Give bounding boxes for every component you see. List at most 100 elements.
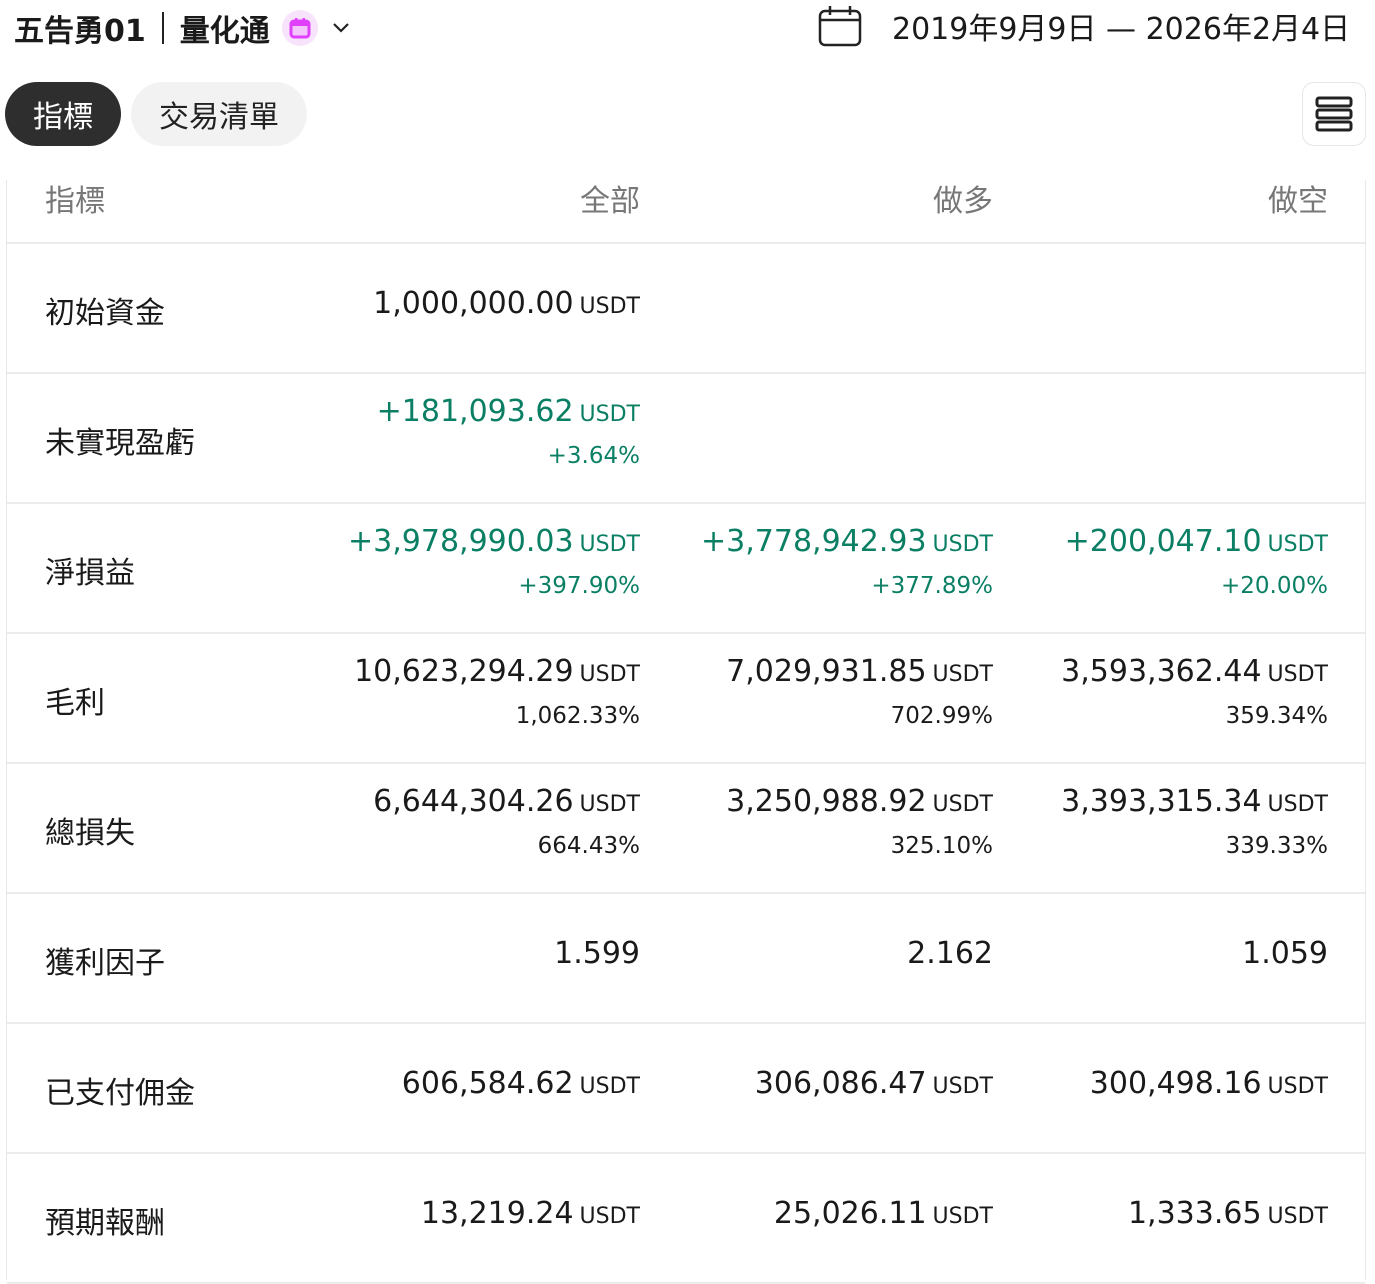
metric-value: 606,584.62 xyxy=(401,1066,574,1101)
metric-label: 未實現盈虧 xyxy=(45,426,195,461)
column-header-metric: 指標 xyxy=(45,184,105,219)
metric-value: 2.162 xyxy=(907,936,993,971)
table-row: 初始資金 1,000,000.00 USDT xyxy=(7,244,1365,374)
metric-value: 3,593,362.44 xyxy=(1061,654,1262,689)
unit-label: USDT xyxy=(579,792,640,817)
unit-label: USDT xyxy=(579,662,640,687)
unit-label: USDT xyxy=(1267,662,1328,687)
metric-percent: +3.64% xyxy=(547,443,640,469)
metric-value: 1.059 xyxy=(1242,936,1328,971)
unit-label: USDT xyxy=(932,532,993,557)
metric-cell: 25,026.11 USDT xyxy=(774,1196,993,1231)
metric-value: +181,093.62 xyxy=(376,394,574,429)
metric-cell: 306,086.47 USDT xyxy=(755,1066,993,1101)
table-row: 預期報酬 13,219.24 USDT 25,026.11 USDT 1,333.65 US… xyxy=(7,1154,1365,1284)
metric-cell: 3,593,362.44 USDT 359.34% xyxy=(1061,654,1328,729)
unit-label: USDT xyxy=(579,294,640,319)
metric-cell: 1.599 xyxy=(554,936,640,971)
table-row: 總損失 6,644,304.26 USDT 664.43% 3,250,988.92 US… xyxy=(7,764,1365,894)
metric-percent: +20.00% xyxy=(1221,573,1328,599)
metric-cell: 3,393,315.34 USDT 339.33% xyxy=(1061,784,1328,859)
calendar-icon xyxy=(818,6,862,47)
unit-label: USDT xyxy=(932,662,993,687)
metric-cell: 1.059 xyxy=(1242,936,1328,971)
date-range-text: 2019年9月9日 — 2026年2月4日 xyxy=(892,12,1351,47)
metric-cell: 13,219.24 USDT xyxy=(421,1196,640,1231)
metric-percent: +397.90% xyxy=(518,573,640,599)
metric-percent: 664.43% xyxy=(537,833,640,859)
metric-cell: 7,029,931.85 USDT 702.99% xyxy=(726,654,993,729)
metric-label: 已支付佣金 xyxy=(45,1076,195,1111)
metric-cell: 1,000,000.00 USDT xyxy=(373,286,640,321)
metric-cell: 10,623,294.29 USDT 1,062.33% xyxy=(354,654,640,729)
unit-label: USDT xyxy=(579,532,640,557)
account-selector[interactable]: 五告勇01 量化通 xyxy=(14,6,350,50)
metric-cell: 606,584.62 USDT xyxy=(402,1066,640,1101)
metric-value: 10,623,294.29 xyxy=(354,654,574,689)
metric-cell: +181,093.62 USDT +3.64% xyxy=(377,394,640,469)
metric-label: 淨損益 xyxy=(45,556,135,591)
tab-metrics[interactable]: 指標 xyxy=(5,82,121,146)
metric-percent: 325.10% xyxy=(890,833,993,859)
metric-cell: 300,498.16 USDT xyxy=(1090,1066,1328,1101)
table-row: 淨損益 +3,978,990.03 USDT +397.90% +3,778,942.9… xyxy=(7,504,1365,634)
tab-bar: 指標 交易清單 xyxy=(5,82,307,146)
calendar-icon xyxy=(281,10,318,46)
metric-percent: 339.33% xyxy=(1225,833,1328,859)
metric-value: 300,498.16 xyxy=(1089,1066,1262,1101)
unit-label: USDT xyxy=(932,1074,993,1099)
top-bar: 五告勇01 量化通 2019年9月9日 — 2026年2月4日 xyxy=(0,0,1375,56)
product-name: 量化通 xyxy=(179,14,270,49)
unit-label: USDT xyxy=(1267,792,1328,817)
unit-label: USDT xyxy=(1267,1204,1328,1229)
unit-label: USDT xyxy=(932,792,993,817)
divider xyxy=(161,12,164,44)
metric-label: 總損失 xyxy=(45,816,135,851)
menu-button[interactable] xyxy=(1302,82,1366,146)
list-icon xyxy=(1315,96,1353,132)
metric-value: 1,000,000.00 xyxy=(373,286,574,321)
account-name: 五告勇01 xyxy=(14,14,146,49)
metric-value: +3,978,990.03 xyxy=(348,524,574,559)
metric-value: 6,644,304.26 xyxy=(373,784,574,819)
chevron-down-icon[interactable] xyxy=(332,22,350,34)
table-row: 未實現盈虧 +181,093.62 USDT +3.64% xyxy=(7,374,1365,504)
column-header-all: 全部 xyxy=(580,184,640,219)
column-header-short: 做空 xyxy=(1268,184,1328,219)
metric-label: 毛利 xyxy=(45,686,105,721)
metrics-table: 指標 全部 做多 做空 初始資金 1,000,000.00 USDT 未實現盈虧 +18… xyxy=(6,180,1366,1284)
table-row: 已支付佣金 606,584.62 USDT 306,086.47 USDT 300,498… xyxy=(7,1024,1365,1154)
metric-value: 13,219.24 xyxy=(420,1196,574,1231)
metric-label: 獲利因子 xyxy=(45,946,165,981)
tab-trade-list[interactable]: 交易清單 xyxy=(131,82,307,146)
metric-value: 1,333.65 xyxy=(1127,1196,1262,1231)
metric-cell: 3,250,988.92 USDT 325.10% xyxy=(726,784,993,859)
metric-cell: +200,047.10 USDT +20.00% xyxy=(1065,524,1328,599)
column-header-long: 做多 xyxy=(933,184,993,219)
metric-label: 初始資金 xyxy=(45,296,165,331)
metric-percent: +377.89% xyxy=(871,573,993,599)
metric-label: 預期報酬 xyxy=(45,1206,165,1241)
metric-value: 306,086.47 xyxy=(754,1066,927,1101)
metric-value: +3,778,942.93 xyxy=(701,524,927,559)
metric-value: 1.599 xyxy=(554,936,640,971)
unit-label: USDT xyxy=(579,402,640,427)
unit-label: USDT xyxy=(579,1074,640,1099)
metric-value: 3,250,988.92 xyxy=(726,784,927,819)
metric-value: 25,026.11 xyxy=(773,1196,927,1231)
table-row: 獲利因子 1.599 2.162 1.059 xyxy=(7,894,1365,1024)
metric-cell: +3,978,990.03 USDT +397.90% xyxy=(348,524,640,599)
unit-label: USDT xyxy=(579,1204,640,1229)
metric-cell: 2.162 xyxy=(907,936,993,971)
metric-value: +200,047.10 xyxy=(1064,524,1262,559)
metric-percent: 1,062.33% xyxy=(515,703,640,729)
metric-cell: 6,644,304.26 USDT 664.43% xyxy=(373,784,640,859)
table-row: 毛利 10,623,294.29 USDT 1,062.33% 7,029,931.85… xyxy=(7,634,1365,764)
date-range-picker[interactable]: 2019年9月9日 — 2026年2月4日 xyxy=(818,4,1375,48)
unit-label: USDT xyxy=(932,1204,993,1229)
metric-percent: 359.34% xyxy=(1225,703,1328,729)
unit-label: USDT xyxy=(1267,1074,1328,1099)
metric-value: 7,029,931.85 xyxy=(726,654,927,689)
table-header: 指標 全部 做多 做空 xyxy=(7,180,1365,244)
metric-value: 3,393,315.34 xyxy=(1061,784,1262,819)
